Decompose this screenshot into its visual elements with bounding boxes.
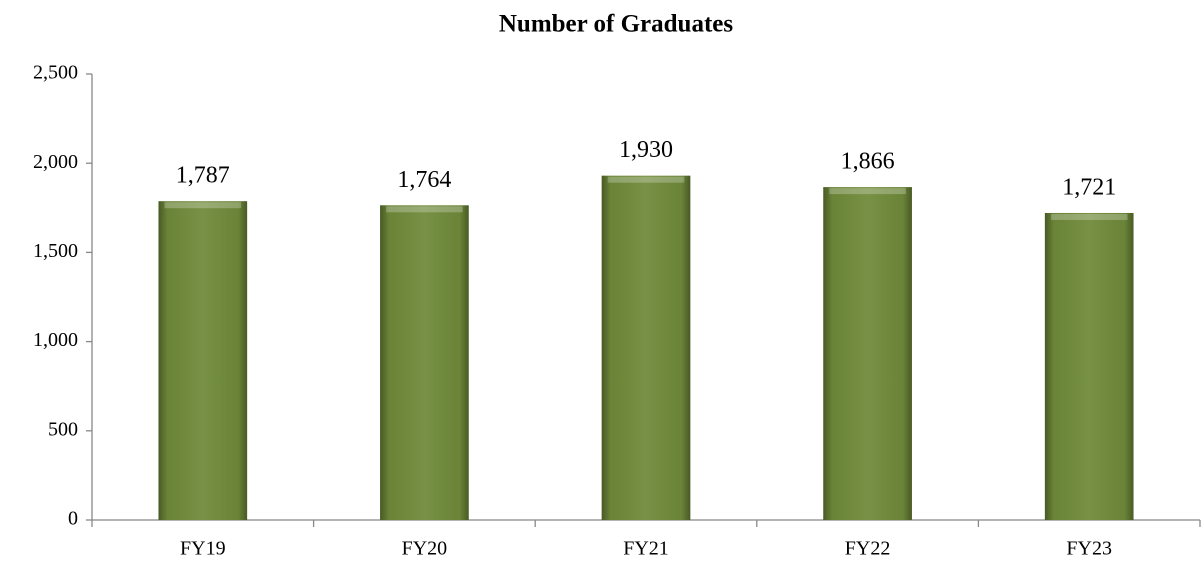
y-tick-label: 2,500 xyxy=(33,62,78,84)
chart-title: Number of Graduates xyxy=(499,11,734,38)
x-tick-label: FY23 xyxy=(1066,538,1112,560)
value-label: 1,930 xyxy=(619,137,673,163)
y-tick-label: 1,500 xyxy=(33,240,78,262)
bar-highlight xyxy=(829,188,906,195)
value-label: 1,764 xyxy=(397,167,451,193)
y-tick-label: 0 xyxy=(68,508,78,530)
value-label: 1,721 xyxy=(1062,174,1116,200)
bar-highlight xyxy=(386,206,463,213)
y-tick-label: 2,000 xyxy=(33,151,78,173)
bar-shade xyxy=(380,205,469,520)
value-label: 1,787 xyxy=(176,163,230,189)
value-label: 1,866 xyxy=(841,149,895,175)
bar-highlight xyxy=(1050,213,1128,220)
x-tick-label: FY20 xyxy=(402,538,448,560)
y-tick-label: 500 xyxy=(48,418,78,440)
x-tick-label: FY19 xyxy=(180,538,226,560)
bar-highlight xyxy=(607,176,685,183)
bar-shade xyxy=(1044,212,1134,520)
bar-shade xyxy=(158,201,248,520)
x-tick-label: FY21 xyxy=(623,538,669,560)
bar-shade xyxy=(601,175,691,521)
bar-shade xyxy=(823,187,912,521)
y-tick-label: 1,000 xyxy=(33,329,78,351)
bar-highlight xyxy=(164,202,242,209)
x-tick-label: FY22 xyxy=(845,538,891,560)
